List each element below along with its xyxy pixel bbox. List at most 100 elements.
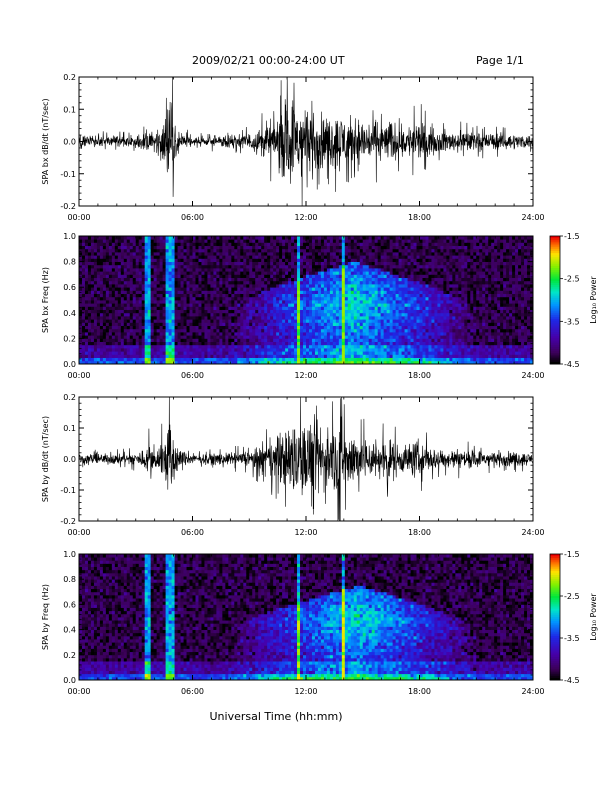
spectrogram-cell [246, 242, 250, 246]
spectrogram-cell [189, 332, 193, 336]
spectrogram-cell [392, 303, 397, 307]
spectrogram-cell [222, 306, 226, 310]
spectrogram-cell [437, 344, 441, 349]
spectrogram-cell [231, 274, 235, 278]
spectrogram-cell [291, 309, 295, 314]
spectrogram-cell [144, 348, 149, 352]
spectrogram-cell [267, 300, 271, 304]
spectrogram-cell [171, 322, 175, 326]
spectrogram-cell [419, 296, 423, 301]
spectrogram-cell [192, 348, 196, 352]
spectrogram-cell [120, 287, 125, 291]
spectrogram-cell [177, 319, 181, 323]
spectrogram-cell [407, 271, 411, 275]
spectrogram-cell [126, 245, 131, 250]
spectrogram-cell [249, 239, 253, 243]
spectrogram-cell [117, 348, 122, 352]
spectrogram-cell [350, 280, 355, 285]
spectrogram-cell [297, 357, 301, 362]
spectrogram-cell [306, 300, 310, 304]
spectrogram-cell [138, 312, 143, 317]
spectrogram-cell [297, 239, 301, 243]
spectrogram-cell [123, 296, 128, 301]
spectrogram-cell [291, 258, 295, 262]
spectrogram-cell [341, 322, 346, 326]
spectrogram-cell [186, 312, 190, 317]
spectrogram-cell [380, 277, 385, 282]
spectrogram-cell [350, 271, 355, 275]
spectrogram-cell [225, 338, 229, 342]
spectrogram-cell [398, 264, 402, 269]
spectrogram-cell [147, 236, 152, 240]
spectrogram-cell [294, 309, 298, 314]
spectrogram-cell [362, 348, 367, 352]
spectrogram-cell [377, 274, 382, 278]
spectrogram-cell [213, 303, 217, 307]
spectrogram-cell [246, 360, 250, 365]
spectrogram-cell [359, 328, 364, 333]
spectrogram-cell [153, 258, 158, 262]
spectrogram-cell [326, 280, 331, 285]
spectrogram-cell [440, 296, 444, 301]
spectrogram-cell [344, 360, 349, 365]
spectrogram-cell [314, 328, 319, 333]
spectrogram-cell [425, 296, 429, 301]
spectrogram-cell [243, 312, 247, 317]
spectrogram-cell [425, 248, 429, 253]
spectrogram-cell [353, 261, 358, 266]
spectrogram-cell [407, 255, 411, 259]
spectrogram-cell [273, 284, 277, 288]
spectrogram-cell [389, 277, 394, 282]
spectrogram-cell [255, 344, 259, 349]
spectrogram-cell [279, 248, 283, 253]
spectrogram-cell [270, 264, 274, 269]
spectrogram-cell [225, 332, 229, 336]
spectrogram-cell [165, 236, 170, 240]
spectrogram-cell [144, 239, 149, 243]
spectrogram-cell [195, 248, 199, 253]
spectrogram-cell [323, 296, 328, 301]
spectrogram-cell [81, 242, 86, 246]
spectrogram-cell [428, 248, 432, 253]
spectrogram-cell [386, 245, 391, 250]
spectrogram-cell [120, 348, 125, 352]
spectrogram-cell [434, 303, 438, 307]
spectrogram-cell [434, 258, 438, 262]
spectrogram-cell [249, 242, 253, 246]
spectrogram-cell [81, 300, 86, 304]
spectrogram-cell [132, 312, 137, 317]
spectrogram-cell [216, 271, 220, 275]
spectrogram-cell [165, 284, 170, 288]
spectrogram-cell [201, 277, 205, 282]
spectrogram-cell [87, 290, 92, 294]
spectrogram-cell [392, 312, 397, 317]
spectrogram-cell [129, 322, 134, 326]
spectrogram-cell [419, 264, 423, 269]
spectrogram-cell [434, 306, 438, 310]
spectrogram-cell [416, 319, 420, 323]
spectrogram-cell [102, 319, 107, 323]
spectrogram-cell [332, 287, 337, 291]
spectrogram-cell [311, 319, 316, 323]
spectrogram-cell [144, 341, 149, 346]
spectrogram-cell [108, 338, 113, 342]
spectrogram-cell [398, 277, 402, 282]
spectrogram-cell [320, 261, 325, 266]
spectrogram-cell [383, 312, 388, 317]
spectrogram-cell [410, 296, 414, 301]
spectrogram-cell [308, 332, 313, 336]
spectrogram-cell [111, 261, 116, 266]
spectrogram-cell [410, 312, 414, 317]
spectrogram-cell [189, 300, 193, 304]
spectrogram-cell [156, 319, 161, 323]
spectrogram-cell [404, 264, 408, 269]
spectrogram-cell [279, 277, 283, 282]
spectrogram-cell [153, 338, 158, 342]
spectrogram-cell [153, 348, 158, 352]
spectrogram-cell [117, 264, 122, 269]
spectrogram-cell [84, 344, 89, 349]
spectrogram-cell [210, 264, 214, 269]
spectrogram-cell [135, 332, 140, 336]
spectrogram-cell [353, 293, 358, 298]
